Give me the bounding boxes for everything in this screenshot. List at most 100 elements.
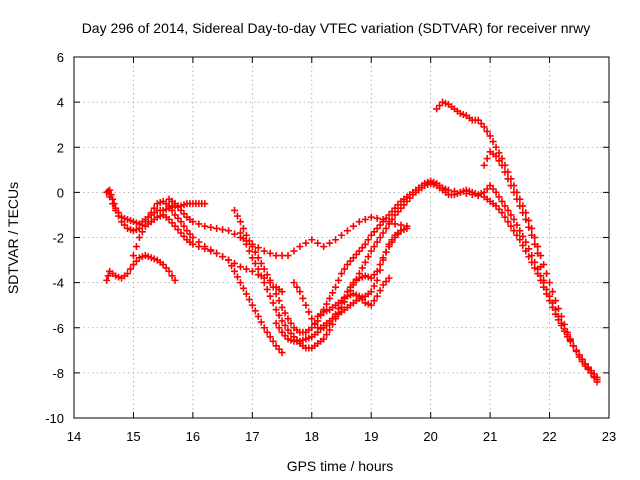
data-point [332,310,340,318]
data-point [501,168,509,176]
data-point [231,206,238,214]
data-point [302,301,310,309]
data-point [311,319,319,327]
data-point [492,152,500,160]
data-point [492,188,500,196]
data-point [278,288,286,296]
data-point [495,157,503,165]
data-point [534,249,542,257]
y-axis-title: SDTVAR / TECUs [5,182,21,294]
x-tick-label: 19 [364,429,378,444]
y-tick-label: -8 [52,366,64,381]
data-point [504,175,512,183]
data-point [507,182,515,190]
data-point [281,309,289,317]
data-point [549,288,557,296]
data-point [367,247,375,255]
data-point [329,289,337,297]
data-point [379,229,387,237]
data-point [251,307,259,315]
chart-title: Day 296 of 2014, Sidereal Day-to-day VTE… [82,20,591,36]
data-point [257,272,265,280]
data-point [373,238,381,246]
data-point [293,283,301,291]
data-point [180,222,188,230]
y-tick-label: -2 [52,231,64,246]
data-point [376,234,384,241]
x-tick-label: 23 [602,429,616,444]
data-point [195,243,203,251]
data-point [546,292,554,300]
data-point [338,231,345,239]
data-point [308,315,316,323]
data-point [370,297,378,305]
data-point [340,265,348,273]
data-point [531,240,539,248]
data-point [236,229,244,237]
data-point [361,215,369,223]
data-point [275,324,283,332]
data-point [266,276,274,284]
data-point [278,252,286,260]
data-point [358,264,366,272]
data-point [361,240,369,248]
data-point [278,349,286,357]
series-track-10 [314,274,393,320]
data-point [263,285,271,293]
data-point [260,265,268,273]
data-point [266,292,274,300]
data-point [557,312,565,320]
data-point [575,353,583,361]
data-point [323,331,331,339]
data-point [382,248,390,256]
data-point [513,195,521,203]
data-point [507,211,515,219]
data-point [543,285,551,293]
data-point [207,223,215,231]
data-point [483,127,491,135]
data-point [236,279,244,287]
data-point [275,297,283,305]
data-point [367,213,375,221]
data-point [233,273,241,281]
data-point [272,252,280,260]
data-point [225,256,233,264]
data-point [257,318,265,326]
data-point [248,267,256,275]
data-point [388,238,396,246]
data-point [189,218,197,226]
data-point [299,294,307,302]
data-point [213,249,221,257]
x-tick-label: 17 [245,429,259,444]
data-point [578,358,586,366]
data-point [367,301,375,309]
data-point [257,259,265,267]
data-point [135,234,143,241]
data-point [385,220,393,228]
x-tick-label: 22 [542,429,556,444]
data-point [248,254,256,262]
data-point [537,263,545,271]
data-point [546,279,554,287]
data-point [349,222,357,230]
data-point [275,311,283,319]
data-point [296,243,304,251]
data-point [251,248,259,256]
data-point [373,292,381,300]
data-point [510,215,518,223]
data-point [263,328,271,336]
data-point [326,239,334,247]
series-track-5 [165,195,411,260]
data-point [269,337,277,345]
data-point [245,296,253,304]
data-point [239,224,247,232]
data-point [165,267,173,275]
data-point [103,276,111,284]
data-point [251,259,259,267]
data-point [332,283,340,291]
data-point [560,320,568,328]
data-point [144,213,152,221]
data-point [263,271,271,279]
data-point [370,282,378,290]
